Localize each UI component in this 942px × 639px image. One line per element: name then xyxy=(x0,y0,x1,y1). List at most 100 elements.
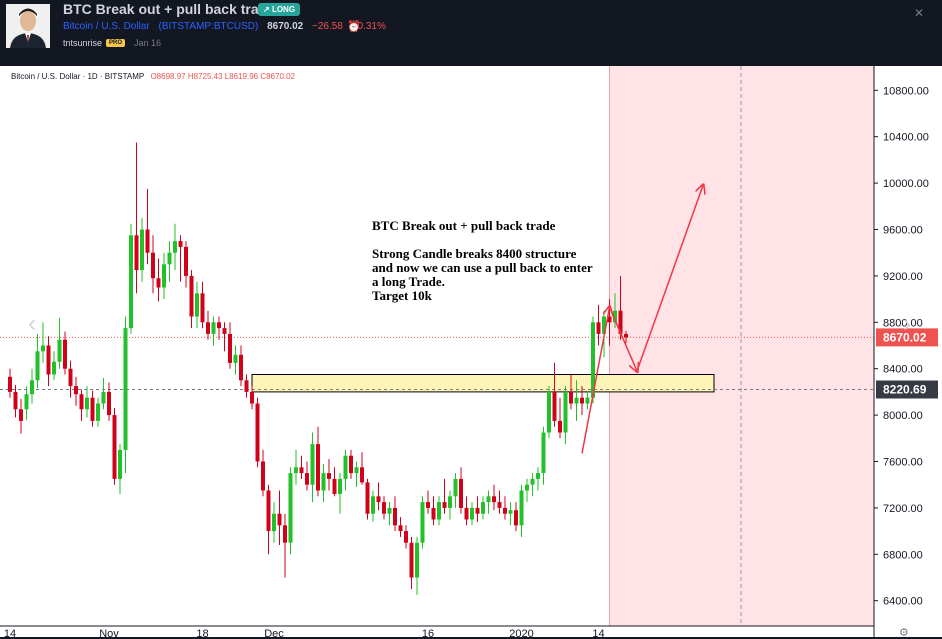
idea-title: BTC Break out + pull back trade xyxy=(63,1,275,17)
candle-down xyxy=(607,316,612,323)
candle-up xyxy=(354,467,359,474)
candle-up xyxy=(453,478,458,497)
chevron-right-icon[interactable]: › xyxy=(903,310,911,337)
x-tick-label: 14 xyxy=(592,628,604,637)
symbol-name[interactable]: Bitcoin / U.S. Dollar xyxy=(63,21,150,32)
y-tick-label: 7600.00 xyxy=(883,457,923,469)
symbol-code[interactable]: (BITSTAMP:BTCUSD) xyxy=(158,21,259,32)
candle-down xyxy=(255,403,260,462)
candle-down xyxy=(46,345,51,375)
candle-up xyxy=(57,339,62,362)
candle-up xyxy=(563,391,568,433)
candle-down xyxy=(222,328,227,334)
candle-down xyxy=(19,409,23,421)
candle-up xyxy=(52,361,56,375)
gear-icon[interactable]: ⚙ xyxy=(899,627,909,639)
author-name[interactable]: tntsunrise xyxy=(63,38,103,48)
y-tick-label: 10000.00 xyxy=(883,178,929,190)
candle-down xyxy=(382,502,386,514)
candle-up xyxy=(574,397,579,404)
candle-up xyxy=(420,502,425,543)
candle-down xyxy=(514,510,518,526)
x-tick-label: Nov xyxy=(99,628,119,637)
candle-up xyxy=(541,432,546,474)
path-arrow[interactable] xyxy=(581,307,610,454)
avatar-image xyxy=(6,4,50,48)
path-arrow[interactable] xyxy=(636,185,703,372)
y-tick-label: 10400.00 xyxy=(883,132,929,144)
candle-down xyxy=(151,252,155,279)
candle-up xyxy=(41,345,45,352)
candle-up xyxy=(387,507,392,514)
candle-up xyxy=(530,478,535,485)
price-axis[interactable] xyxy=(874,66,942,637)
candle-down xyxy=(299,467,304,474)
candle-down xyxy=(200,293,205,323)
candle-up xyxy=(448,496,452,508)
marker-price-tag xyxy=(876,380,938,399)
candle-up xyxy=(470,507,474,520)
candle-up xyxy=(321,473,326,491)
chart-area[interactable]: 6400.00 6800.00 7200.00 7600.00 8000.00 8400.… xyxy=(0,66,942,639)
candle-down xyxy=(68,368,73,387)
candle-up xyxy=(547,391,551,433)
support-zone[interactable] xyxy=(251,374,715,393)
candlestick-chart[interactable]: 6400.00 6800.00 7200.00 7600.00 8000.00 8400.… xyxy=(0,66,942,637)
path-arrow[interactable] xyxy=(608,306,638,371)
candle-up xyxy=(101,391,106,404)
symbol-line: Bitcoin / U.S. Dollar (BITSTAMP:BTCUSD) … xyxy=(63,21,392,32)
candle-down xyxy=(283,525,287,543)
candle-down xyxy=(459,478,463,508)
candle-down xyxy=(134,235,139,271)
alarm-clock-icon[interactable]: ⏰ xyxy=(347,21,361,33)
author-avatar[interactable] xyxy=(6,4,50,48)
annotation-line-4: Target 10k xyxy=(372,288,432,303)
candle-down xyxy=(360,467,364,483)
candle-down xyxy=(244,380,249,392)
candle-up xyxy=(343,455,348,479)
candle-down xyxy=(250,391,254,404)
candle-up xyxy=(294,467,298,474)
y-tick-label: 8000.00 xyxy=(883,410,923,422)
candle-up xyxy=(437,502,441,520)
candle-down xyxy=(349,455,353,474)
y-tick-label: 8400.00 xyxy=(883,364,923,376)
candle-down xyxy=(79,394,84,410)
x-tick-label: 18 xyxy=(196,628,208,637)
candle-up xyxy=(288,473,293,543)
candle-down xyxy=(398,525,403,532)
candle-up xyxy=(211,322,216,334)
candle-up xyxy=(519,490,524,526)
candle-down xyxy=(618,310,623,334)
candle-down xyxy=(206,322,210,334)
candle-up xyxy=(602,316,606,334)
x-tick-label: 16 xyxy=(422,628,434,637)
candle-up xyxy=(525,484,529,491)
candle-up xyxy=(162,264,166,288)
candle-up xyxy=(233,354,238,363)
x-tick-label: Dec xyxy=(264,628,284,637)
candle-down xyxy=(74,386,78,395)
text-annotation[interactable]: BTC Break out + pull back trade Strong C… xyxy=(372,219,593,303)
close-icon[interactable]: ✕ xyxy=(914,6,925,20)
future-region xyxy=(609,66,874,626)
candle-down xyxy=(580,397,584,404)
candle-down xyxy=(217,322,221,329)
publish-date: Jan 16 xyxy=(134,38,162,48)
candle-down xyxy=(261,461,265,491)
x-tick-label: 14 xyxy=(4,628,16,637)
candle-up xyxy=(371,496,375,514)
long-badge-label: LONG xyxy=(271,5,296,14)
symbol-change: −26.58 xyxy=(312,21,343,32)
candle-up xyxy=(24,394,29,410)
candle-down xyxy=(239,354,243,381)
candle-down xyxy=(393,507,397,526)
candle-down xyxy=(156,278,161,288)
chart-legend: Bitcoin / U.S. Dollar · 1D · BITSTAMP O8… xyxy=(11,72,299,81)
candle-down xyxy=(107,391,111,416)
candle-down xyxy=(316,444,320,491)
trend-up-icon: ↗ xyxy=(263,5,270,14)
candle-down xyxy=(228,333,232,363)
chevron-left-icon[interactable]: ‹ xyxy=(28,310,36,337)
candle-down xyxy=(266,490,271,532)
